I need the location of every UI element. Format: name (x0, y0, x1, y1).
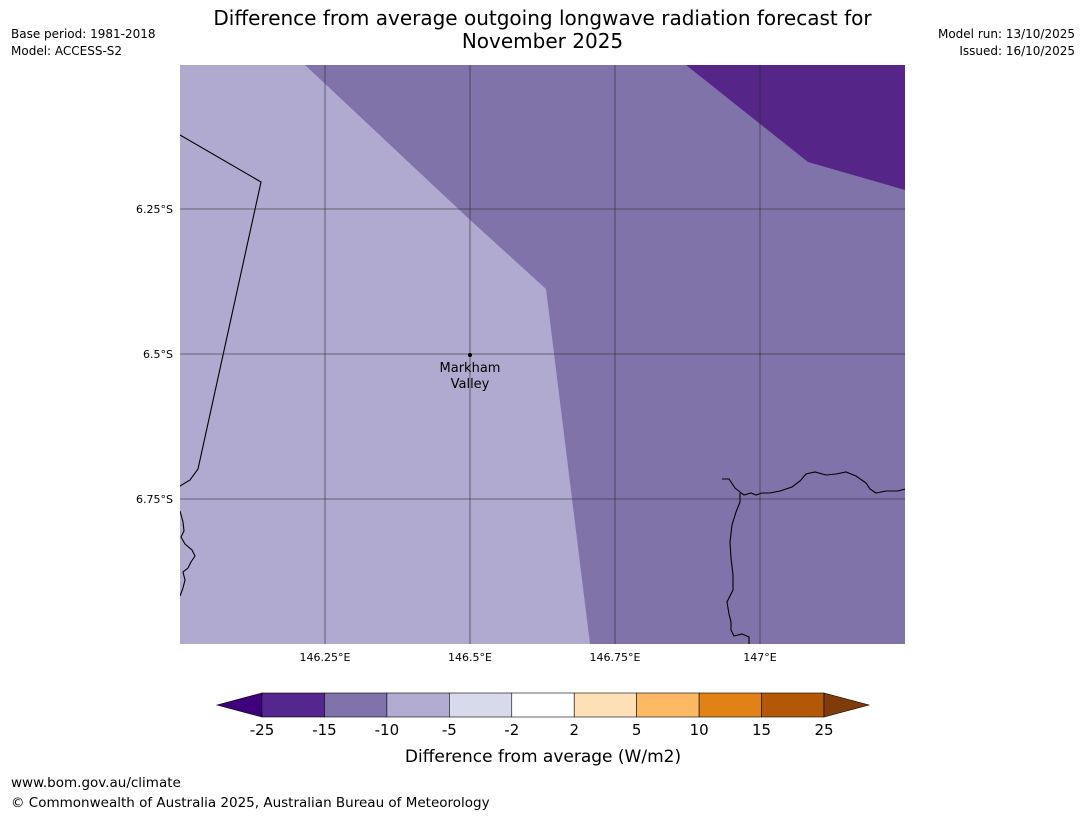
colorbar-tick-label: -2 (504, 721, 519, 739)
header-right: Model run: 13/10/2025 Issued: 16/10/2025 (938, 26, 1075, 60)
colorbar-tick-label: -5 (442, 721, 457, 739)
colorbar-boxes (215, 692, 871, 718)
lon-label: 146.25°E (300, 651, 351, 664)
colorbar-box (386, 692, 450, 718)
model-text: Model: ACCESS-S2 (11, 44, 123, 58)
colorbar-box (324, 692, 388, 718)
colorbar: -25 -15 -10 -5 -2 2 5 10 15 25 Difference from av… (215, 692, 871, 767)
latitude-labels: 6.25°S 6.5°S 6.75°S (136, 203, 173, 506)
location-marker-icon (468, 353, 472, 357)
lat-label: 6.25°S (136, 203, 173, 216)
model-run-text: Model run: 13/10/2025 (937, 27, 1075, 41)
colorbar-extend-high (823, 692, 871, 718)
colorbar-tick-label: -10 (375, 721, 400, 739)
colorbar-tick-label: 5 (632, 721, 642, 739)
lon-label: 147°E (743, 651, 776, 664)
colorbar-box (761, 692, 825, 718)
colorbar-box (511, 692, 575, 718)
lon-label: 146.75°E (590, 651, 641, 664)
coastline-southwest (180, 510, 196, 597)
issued-text: Issued: 16/10/2025 (959, 44, 1075, 58)
coastline-southeast (722, 471, 905, 496)
graticule (180, 65, 905, 644)
colorbar-tick-label: 25 (814, 721, 833, 739)
colorbar-tick-label: -25 (250, 721, 275, 739)
footer-url: www.bom.gov.au/climate (11, 775, 181, 791)
longitude-labels: 146.25°E 146.5°E 146.75°E 147°E (300, 651, 777, 664)
colorbar-extend-low (215, 692, 263, 718)
base-period-text: Base period: 1981-2018 (11, 27, 156, 41)
colorbar-box (449, 692, 513, 718)
lat-label: 6.75°S (136, 493, 173, 506)
region-northeast-corner (686, 65, 905, 190)
map-title: Difference from average outgoing longwav… (150, 7, 935, 53)
footer-copyright: © Commonwealth of Australia 2025, Austra… (11, 795, 490, 811)
colorbar-box (261, 692, 325, 718)
colorbar-box (573, 692, 637, 718)
lat-label: 6.5°S (143, 348, 173, 361)
colorbar-ticks: -25 -15 -10 -5 -2 2 5 10 15 25 (250, 721, 834, 739)
location-label-line-2: Valley (451, 377, 490, 392)
colorbar-label: Difference from average (W/m2) (405, 747, 681, 767)
border-line-west (180, 134, 262, 487)
colorbar-tick-label: -15 (312, 721, 337, 739)
title-line-1: Difference from average outgoing longwav… (213, 6, 872, 30)
header-left: Base period: 1981-2018 Model: ACCESS-S2 (11, 26, 156, 60)
colorbar-tick-label: 10 (690, 721, 709, 739)
map-plot-area: Markham Valley (180, 65, 905, 644)
title-line-2: November 2025 (461, 29, 624, 53)
location-label-line-1: Markham (440, 361, 501, 376)
colorbar-tick-label: 15 (752, 721, 771, 739)
river-line (726, 493, 750, 644)
colorbar-tick-label: 2 (569, 721, 579, 739)
colorbar-box (698, 692, 762, 718)
colorbar-box (636, 692, 700, 718)
lon-label: 146.5°E (448, 651, 492, 664)
